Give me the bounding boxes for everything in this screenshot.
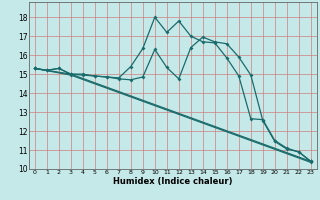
- X-axis label: Humidex (Indice chaleur): Humidex (Indice chaleur): [113, 177, 233, 186]
